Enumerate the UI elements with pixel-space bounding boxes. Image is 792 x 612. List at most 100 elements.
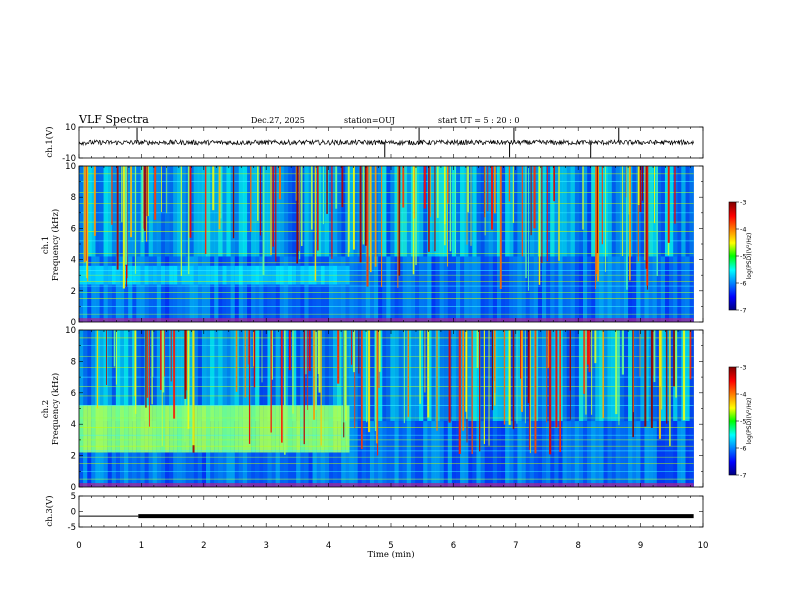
spectrogram-cell [357, 330, 363, 422]
spectrogram-cell [648, 330, 653, 422]
spectrogram-cell [349, 256, 354, 322]
spectrogram-cell [238, 421, 244, 487]
spectrogram-cell [136, 166, 141, 257]
spectrogram-cell [574, 330, 580, 422]
colorbar-tick-label: -6 [740, 445, 746, 453]
spectrogram-cell [537, 256, 543, 322]
spectrogram-cell [554, 166, 559, 257]
spectrogram-cell [603, 256, 608, 322]
header-date: Dec.27, 2025 [251, 116, 305, 125]
spectrogram-cell [95, 421, 100, 487]
spectrogram-cell [652, 421, 658, 487]
x-tick-label: 3 [263, 541, 268, 551]
spectrogram-cell [144, 256, 149, 322]
spectrogram-cell [287, 256, 293, 322]
spectrogram-cell [152, 330, 158, 422]
spectrogram-cell [210, 166, 215, 257]
spectrogram-cell [542, 421, 547, 487]
spectrogram-cell [611, 166, 617, 257]
spectrogram-cell [505, 421, 510, 487]
spectrogram-cell [517, 166, 522, 257]
spectrogram-cell [484, 166, 490, 257]
spectrogram-cell [111, 421, 117, 487]
spectrogram-enhanced-cell [103, 405, 108, 453]
spectrogram-cell [517, 421, 522, 487]
spectrogram-enhanced-cell [300, 405, 305, 453]
spectrogram-cell [148, 330, 154, 422]
colorbar-tick-label: -7 [740, 472, 746, 480]
spectrogram-enhanced-cell [345, 405, 350, 453]
spectrogram-cell [283, 256, 289, 322]
x-tick-label: 6 [451, 541, 456, 551]
spectrogram-cell [144, 421, 149, 487]
spectrogram-cell [222, 166, 227, 257]
spectrogram-cell [632, 166, 637, 257]
spectrogram-cell [648, 256, 653, 322]
spectrogram-cell [521, 166, 526, 257]
spectrogram-cell [623, 421, 629, 487]
spectrogram-cell [423, 256, 428, 322]
spectrogram-cell [378, 166, 383, 257]
ch1-spectrogram-ylabel-freq: Frequency (kHz) [50, 209, 61, 281]
x-tick-label: 1 [139, 541, 144, 551]
spectrogram-cell [455, 166, 461, 257]
spectrogram-cell [595, 256, 600, 322]
spectrogram-cell [517, 330, 522, 422]
spectrogram-cell [509, 330, 514, 422]
spectrogram-cell [455, 330, 461, 422]
spectrogram-cell [402, 330, 408, 422]
spectrogram-cell [488, 256, 494, 322]
spectrogram-cell [279, 256, 285, 322]
spectrogram-cell [398, 421, 404, 487]
spectrogram-cell [160, 421, 166, 487]
y-tick-label: 0 [71, 318, 76, 328]
spectrogram-cell [591, 166, 596, 257]
spectrogram-cell [529, 330, 535, 422]
spectrogram-cell [460, 421, 465, 487]
spectrogram-cell [542, 256, 547, 322]
spectrogram-cell [386, 421, 391, 487]
spectrogram-cell [238, 166, 244, 257]
spectrogram-cell [218, 330, 223, 422]
spectrogram-cell [640, 166, 645, 257]
spectrogram-cell [357, 256, 363, 322]
spectrogram-cell [410, 330, 416, 422]
spectrogram-enhanced-cell [115, 405, 121, 453]
spectrogram-cell [107, 330, 113, 422]
spectrogram-cell [591, 421, 596, 487]
spectrogram-cell [152, 421, 158, 487]
spectrogram-cell [124, 421, 129, 487]
spectrogram-cell [369, 421, 375, 487]
spectrogram-cell [247, 166, 252, 257]
spectrogram-cell [476, 421, 481, 487]
spectrogram-cell [468, 166, 473, 257]
spectrogram-cell [87, 256, 92, 322]
spectrogram-enhanced-cell [152, 405, 158, 453]
spectrogram-cell [599, 166, 604, 257]
spectrogram-cell [341, 256, 346, 322]
spectrogram-cell [361, 256, 367, 322]
spectrogram-cell [472, 330, 477, 422]
spectrogram-cell [197, 166, 203, 257]
spectrogram-cell [156, 330, 162, 422]
spectrogram-cell [513, 256, 518, 322]
spectrogram-enhanced-cell [287, 405, 293, 453]
spectrogram-cell [656, 256, 662, 322]
spectrogram-cell [509, 166, 514, 257]
spectrogram-cell [480, 421, 485, 487]
spectrogram-cell [226, 256, 231, 322]
spectrogram-cell [234, 421, 240, 487]
spectrogram-cell [271, 421, 276, 487]
spectrogram-cell [591, 330, 596, 422]
spectrogram-cell [566, 330, 572, 422]
spectrogram-enhanced-cell [189, 405, 195, 453]
spectrogram-cell [165, 330, 170, 422]
spectrogram-cell [382, 421, 387, 487]
spectrogram-cell [374, 421, 379, 487]
spectrogram-cell [488, 166, 494, 257]
spectrogram-cell [484, 330, 490, 422]
spectrogram-cell [513, 166, 518, 257]
spectrogram-cell [345, 330, 350, 422]
spectrogram-cell [312, 256, 317, 322]
ch2-colorbar-label: log(PSD)(V²/Hz) [746, 398, 753, 445]
